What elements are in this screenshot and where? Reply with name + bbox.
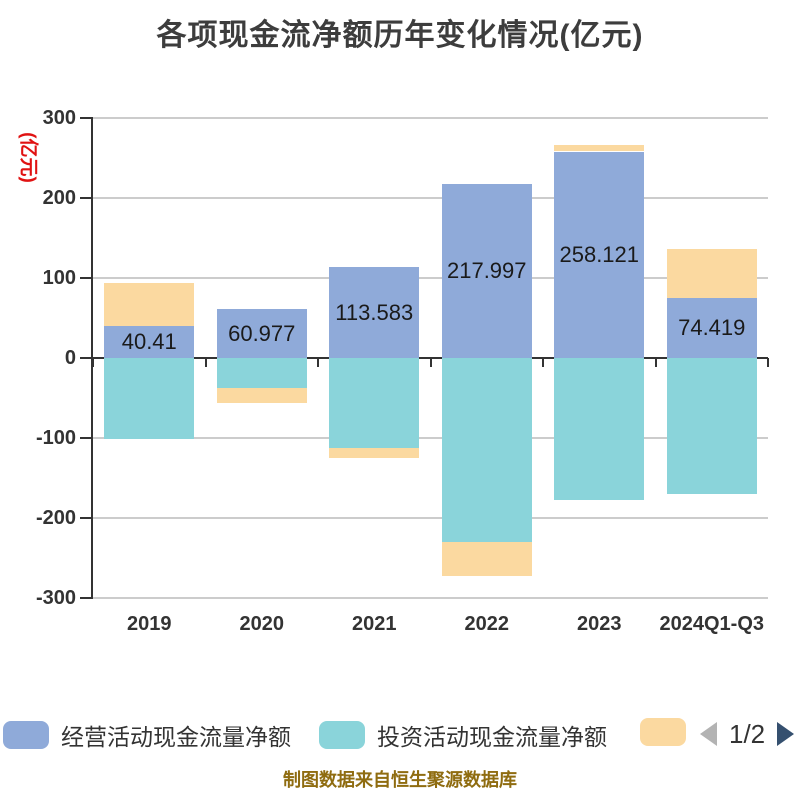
bar-segment-series1-2019 [104,325,195,358]
bar-segment-series2-2022 [441,358,532,542]
bar-segment-series1-2020 [216,309,307,358]
y-tick-label: -100 [35,427,76,449]
legend-next-page-icon[interactable] [777,722,795,746]
x-axis-tick [767,358,769,367]
bar-segment-series2-2024Q1-Q3 [666,358,757,494]
bar-segment-series3-2023 [554,145,645,152]
bar-segment-series2-2021 [329,358,420,449]
bar-segment-series3-2022 [441,542,532,576]
gridline [93,597,768,599]
legend-item-1[interactable]: 经营活动现金流量净额 [3,718,291,752]
y-axis-tick [80,597,93,599]
y-tick-label: 100 [42,267,76,289]
chart-title: 各项现金流净额历年变化情况(亿元) [156,19,644,52]
legend-item-2[interactable]: 投资活动现金流量净额 [319,718,607,752]
y-tick-label: -300 [35,587,76,609]
bar-segment-series2-2023 [554,358,645,501]
x-category-label: 2024Q1-Q3 [659,613,764,635]
bar-segment-series1-2024Q1-Q3 [666,298,757,358]
y-tick-label: -200 [35,507,76,529]
bar-value-label: 258.121 [559,241,640,267]
x-category-label: 2022 [464,613,510,635]
bar-segment-series1-2021 [329,267,420,358]
y-tick-label: 0 [64,347,76,369]
bar-segment-series1-2023 [554,151,645,358]
y-tick-label: 200 [42,187,76,209]
bar-value-label: 60.977 [228,320,296,346]
gridline [93,437,768,439]
gridline [93,197,768,199]
legend-label: 投资活动现金流量净额 [377,724,607,750]
legend-page-indicator: 1/2 [729,718,766,749]
bar-segment-series3-2020 [216,388,307,403]
bar-segment-series2-2020 [216,358,307,389]
gridline [93,277,768,279]
x-axis-tick [317,358,319,367]
x-category-label: 2023 [577,613,622,635]
y-axis-tick [80,197,93,199]
legend-swatch-icon [3,721,49,749]
y-axis-tick [80,277,93,279]
bar-value-label: 74.419 [678,315,746,341]
legend-pagination: 1/2 [700,718,795,750]
y-axis-tick [80,117,93,119]
x-category-label: 2021 [352,613,397,635]
x-axis-tick [654,358,657,367]
legend-swatch-icon [319,721,365,749]
data-source-note: 制图数据来自恒生聚源数据库 [283,770,517,790]
bar-segment-series1-2022 [441,183,532,358]
x-axis-tick [542,358,544,367]
x-axis-tick [204,358,207,367]
legend: 1/2 经营活动现金流量净额 投资活动现金流量净额 [0,718,800,752]
y-axis-tick [80,517,93,519]
bar-value-label: 217.997 [446,257,527,283]
x-category-label: 2019 [127,613,172,635]
bar-value-label: 40.41 [121,328,177,354]
y-axis-tick [80,357,93,359]
bar-segment-series3-2024Q1-Q3 [666,248,757,299]
legend-prev-page-icon[interactable] [700,722,717,746]
legend-item-3[interactable] [640,718,686,746]
gridline [93,117,768,119]
bar-segment-series2-2019 [104,358,195,439]
x-axis-tick [429,358,432,367]
bar-segment-series3-2019 [104,283,195,326]
x-axis-tick [92,358,94,367]
gridline [93,517,768,519]
bar-value-label: 113.583 [335,299,414,325]
y-tick-label: 300 [42,107,76,129]
legend-swatch-icon [640,718,686,746]
legend-label: 经营活动现金流量净额 [61,724,291,750]
bar-segment-series3-2021 [329,448,420,459]
y-axis-tick [80,437,93,439]
x-category-label: 2020 [239,613,285,635]
